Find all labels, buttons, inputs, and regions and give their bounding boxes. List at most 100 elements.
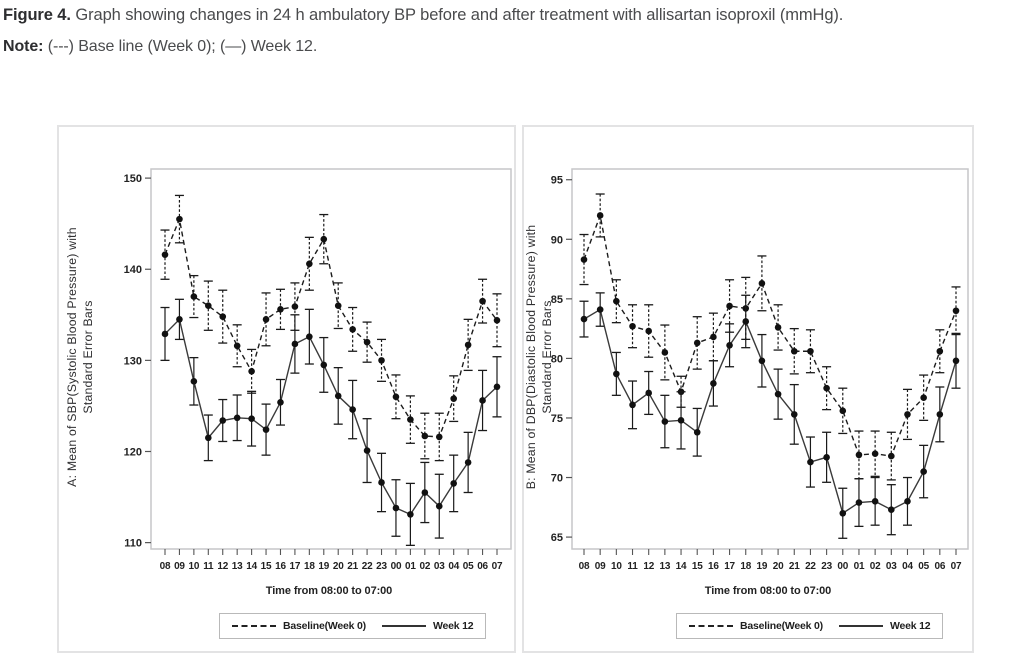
x-tick-label: 03 [886,561,897,572]
data-point [421,432,429,440]
x-tick-label: 00 [391,561,402,572]
x-tick-label: 13 [660,561,671,572]
dbp-y-axis-label-line1: B: Mean of DBP(Diastolic Blood Pressure)… [524,224,539,490]
data-point [248,368,255,375]
data-point [726,342,733,349]
data-point [952,357,960,365]
data-point [320,235,328,243]
data-point [334,302,342,309]
legend-solid-line-sample [381,625,426,627]
data-point [710,333,717,341]
data-point [464,459,472,466]
data-point [888,452,895,460]
data-point [726,302,733,310]
data-point [807,458,814,466]
data-point [693,339,701,347]
data-point [920,394,927,402]
x-tick-label: 20 [773,561,784,572]
data-point [176,215,183,223]
figure-caption-text: Graph showing changes in 24 h ambulatory… [75,6,844,24]
figure-label: Figure 4. [3,6,71,24]
data-point [464,341,472,349]
data-point [320,361,328,369]
week12-series [160,298,502,547]
axis: 65 70 75 80 85 90 95 08 09 10 11 12 13 14 15 16 17 18 19 20… [551,168,969,572]
data-point [855,451,863,459]
data-point [479,397,486,404]
data-point [774,390,782,398]
x-tick-label: 03 [434,561,445,572]
data-point [435,502,443,510]
y-tick-label: 110 [124,538,142,550]
data-point [920,468,927,475]
x-tick-label: 22 [362,561,373,572]
legend-week12-label: Week 12 [889,620,931,632]
x-tick-label: 02 [870,561,881,572]
x-tick-label: 21 [347,561,358,572]
data-point [161,251,169,258]
x-tick-label: 11 [627,561,638,572]
data-point [334,392,342,400]
figure-note: Note: (---) Base line (Week 0); (—) Week… [3,38,1031,56]
data-point [871,498,879,505]
y-tick-label: 140 [124,264,142,276]
x-tick-label: 20 [333,561,344,572]
x-tick-label: 08 [160,561,171,572]
y-tick-label: 95 [551,175,563,187]
data-point [392,504,400,512]
y-tick-label: 75 [551,413,563,425]
sbp-legend: Baseline(Week 0) Week 12 [219,613,487,639]
data-point [306,333,313,340]
legend-baseline-label: Baseline(Week 0) [740,620,823,632]
data-point [677,417,685,424]
sbp-y-axis-label-line2: Standard Error Bars [81,300,95,414]
data-point [952,307,960,315]
x-tick-label: 11 [203,561,214,572]
y-tick-label: 90 [551,234,563,246]
x-tick-label: 18 [740,561,751,572]
data-point [493,316,501,324]
x-tick-label: 16 [275,561,286,572]
data-point [904,411,911,418]
data-point [904,498,911,505]
x-tick-label: 02 [419,561,430,572]
legend-baseline-label: Baseline(Week 0) [283,620,366,632]
data-point [790,347,798,355]
x-tick-label: 19 [318,561,329,572]
data-point [349,326,356,333]
data-point [888,506,895,513]
data-point [693,428,701,436]
data-point [871,450,879,458]
data-point [291,340,299,348]
data-point [450,480,457,487]
data-point [421,489,429,496]
panel-sbp: 110 120 130 140 150 08 09 10 11 12 13 14 15 16 17 18 19 2… [57,125,516,653]
x-tick-label: 15 [261,561,272,572]
dbp-x-axis-title: Time from 08:00 to 07:00 [704,585,832,597]
data-point [613,297,620,305]
data-point [291,303,299,310]
x-tick-label: 17 [724,561,735,572]
data-point [807,347,814,355]
data-point [277,398,284,406]
baseline-series [579,193,961,481]
x-tick-label: 17 [290,561,301,572]
data-point [277,306,284,313]
data-point [661,418,669,425]
sbp-x-axis-title: Time from 08:00 to 07:00 [265,585,393,597]
sbp-chart-svg: 110 120 130 140 150 08 09 10 11 12 13 14 15 16 17 18 19 2… [124,168,512,572]
x-tick-label: 18 [304,561,315,572]
data-point [936,347,944,355]
data-point [855,499,863,506]
data-point [233,342,241,350]
x-tick-label: 12 [643,561,654,572]
data-point [262,426,270,433]
legend-dashed-line-sample [232,625,276,627]
data-point [580,315,588,323]
data-point [839,407,847,415]
data-point [645,389,652,397]
x-tick-label: 07 [492,561,503,572]
x-tick-label: 05 [918,561,929,572]
data-point [378,357,385,364]
x-tick-label: 14 [676,561,687,572]
